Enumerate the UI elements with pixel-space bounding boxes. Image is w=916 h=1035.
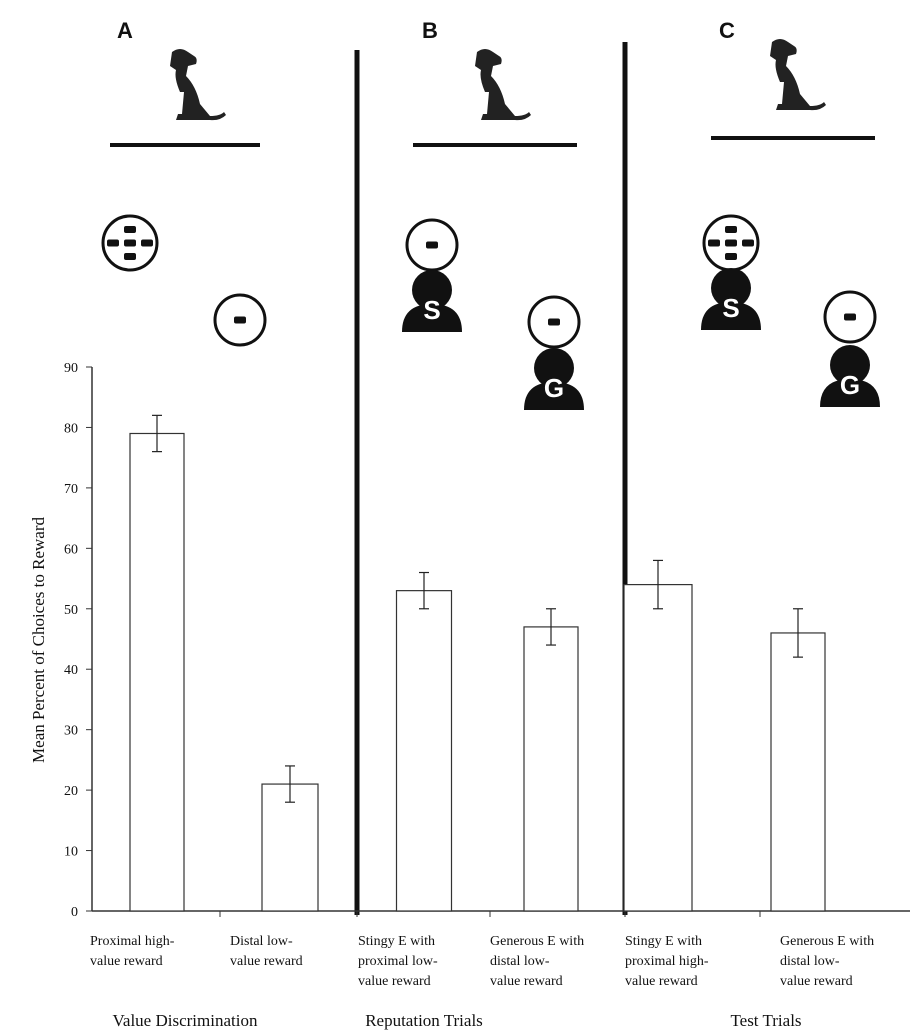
experimenter-label: G bbox=[840, 370, 860, 400]
error-bar bbox=[285, 765, 295, 803]
experimenter-label: G bbox=[544, 373, 564, 403]
error-bar bbox=[793, 608, 803, 658]
y-axis-label: Mean Percent of Choices to Reward bbox=[29, 517, 48, 763]
x-tick-label: distal low- bbox=[490, 954, 550, 969]
panel-label: B bbox=[422, 18, 438, 43]
bar bbox=[770, 632, 826, 912]
bar bbox=[623, 583, 693, 912]
x-tick-label: Generous E with bbox=[780, 934, 874, 949]
group-label: Value Discrimination bbox=[113, 1011, 258, 1030]
y-tick-label: 20 bbox=[64, 784, 78, 799]
error-bar bbox=[419, 571, 429, 610]
x-tick-label: proximal low- bbox=[358, 954, 438, 969]
x-tick-label: Stingy E with bbox=[625, 934, 702, 949]
x-tick-label: value reward bbox=[90, 954, 163, 969]
y-tick-label: 0 bbox=[71, 905, 78, 920]
y-tick-label: 30 bbox=[64, 724, 78, 739]
y-tick-label: 90 bbox=[64, 361, 78, 376]
x-tick-label: Proximal high- bbox=[90, 934, 175, 949]
error-bar bbox=[653, 559, 663, 610]
x-tick-label: distal low- bbox=[780, 954, 840, 969]
panel-label: C bbox=[719, 18, 735, 43]
y-tick-label: 10 bbox=[64, 845, 78, 860]
y-tick-label: 50 bbox=[64, 603, 78, 618]
group-label: Reputation Trials bbox=[365, 1011, 483, 1030]
y-tick-label: 70 bbox=[64, 482, 78, 497]
x-tick-label: Stingy E with bbox=[358, 934, 435, 949]
y-tick-label: 60 bbox=[64, 542, 78, 557]
error-bar bbox=[546, 608, 556, 646]
x-tick-label: value reward bbox=[230, 954, 303, 969]
x-tick-label: Generous E with bbox=[490, 934, 584, 949]
bar bbox=[261, 783, 319, 912]
x-tick-label: Distal low- bbox=[230, 934, 293, 949]
y-tick-label: 40 bbox=[64, 663, 78, 678]
x-tick-label: value reward bbox=[625, 974, 698, 989]
illustrations bbox=[101, 39, 880, 915]
bar bbox=[523, 626, 579, 912]
group-label: Test Trials bbox=[730, 1011, 801, 1030]
experimenter-label: S bbox=[722, 293, 739, 323]
x-tick-label: value reward bbox=[490, 974, 563, 989]
bar bbox=[395, 590, 453, 912]
experimenter-label: S bbox=[423, 295, 440, 325]
x-tick-label: proximal high- bbox=[625, 954, 709, 969]
y-tick-label: 80 bbox=[64, 421, 78, 436]
error-bar bbox=[152, 414, 162, 453]
x-tick-label: value reward bbox=[780, 974, 853, 989]
x-tick-label: value reward bbox=[358, 974, 431, 989]
bar bbox=[129, 432, 185, 912]
panel-label: A bbox=[117, 18, 133, 43]
